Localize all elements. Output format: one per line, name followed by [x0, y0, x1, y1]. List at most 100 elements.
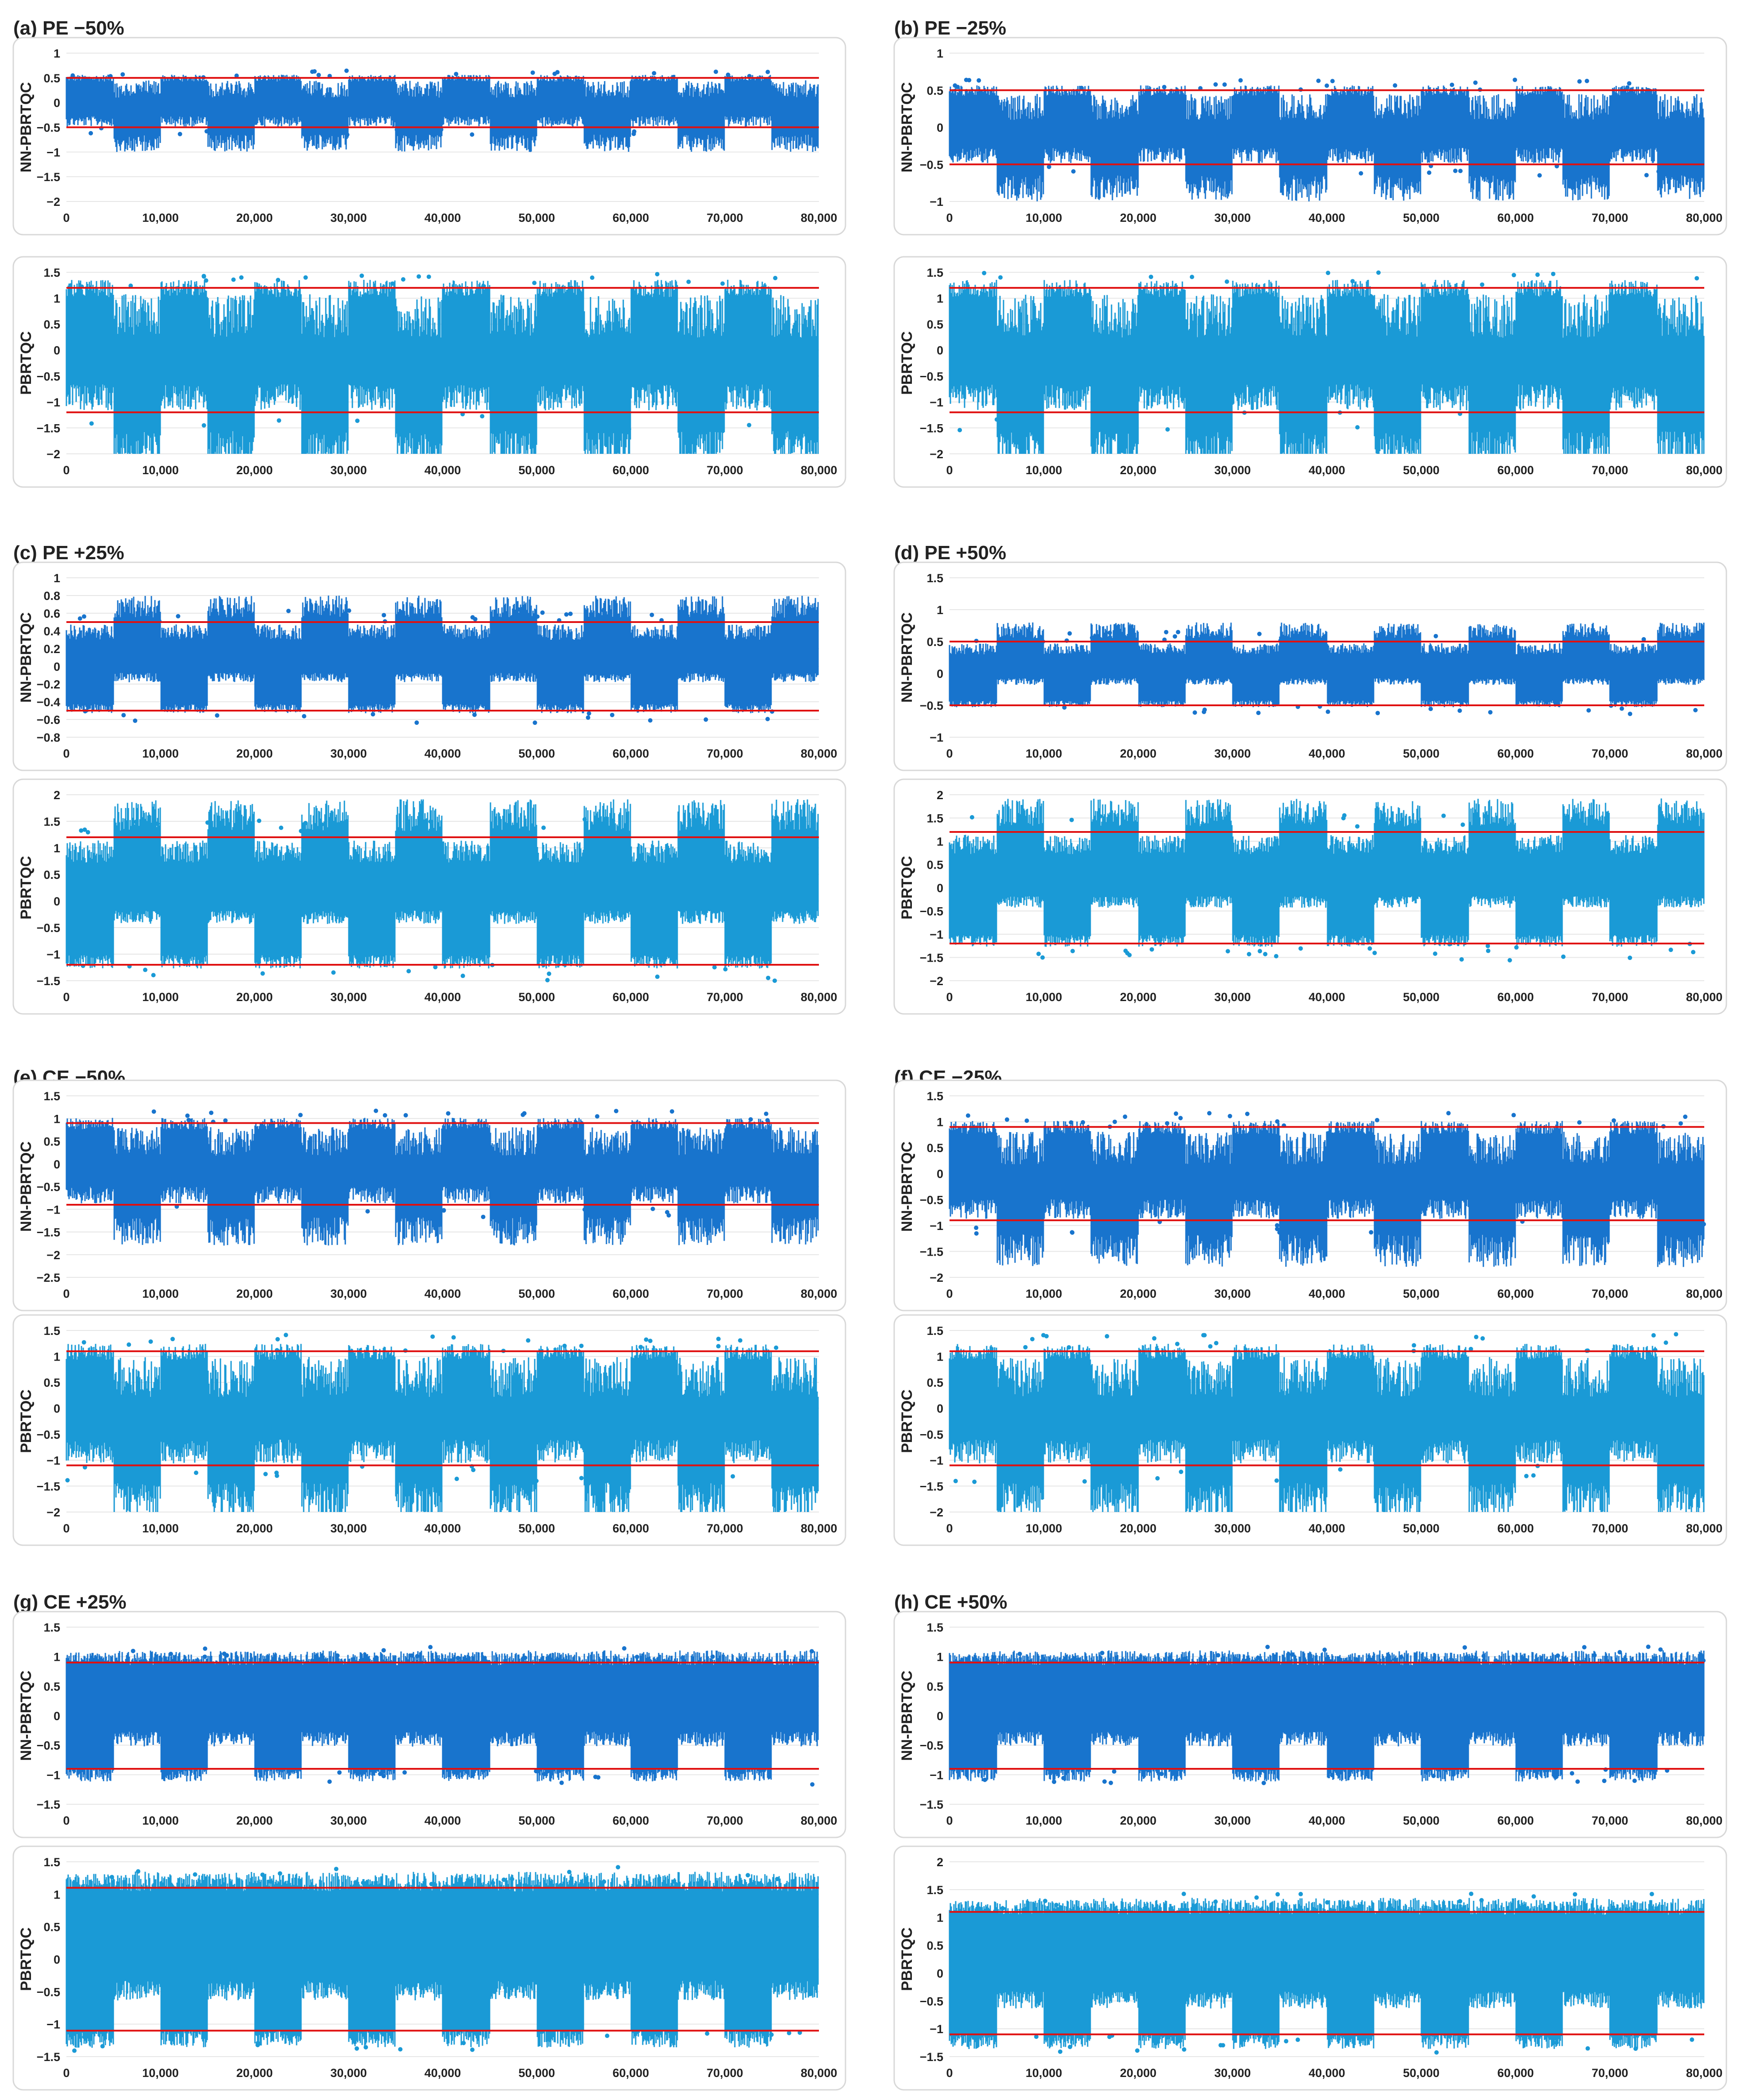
data-point	[1514, 945, 1519, 950]
x-tick-label: 50,000	[518, 990, 555, 1004]
y-tick-label: 0	[937, 882, 943, 895]
y-tick-label: 2	[937, 789, 943, 802]
y-axis-label: NN-PBRTQC	[899, 1671, 915, 1761]
x-tick-label: 80,000	[801, 1814, 838, 1827]
subplot-nn-1: 10.50−0.5−10 10,000 20,000 30,000 40,000 50,0…	[893, 37, 1727, 236]
y-tick-label: −0.5	[920, 158, 943, 171]
y-tick-label: −0.6	[37, 713, 60, 727]
data-point	[185, 1113, 190, 1118]
x-tick-label: 30,000	[1214, 990, 1251, 1004]
data-point	[430, 1334, 435, 1339]
x-tick-label: 50,000	[518, 1287, 555, 1300]
data-point	[1695, 276, 1699, 281]
x-tick-label: 70,000	[1592, 990, 1629, 1004]
x-tick-label: 50,000	[1403, 1522, 1440, 1535]
data-point	[1238, 78, 1243, 83]
y-tick-label: −1.5	[920, 1480, 943, 1493]
data-point	[1066, 1345, 1071, 1350]
data-point	[1295, 2037, 1300, 2042]
data-point	[1024, 1118, 1029, 1123]
y-axis-label: NN-PBRTQC	[899, 82, 915, 173]
data-point	[279, 825, 284, 830]
x-tick-label: 50,000	[1403, 747, 1440, 760]
data-point	[710, 1654, 715, 1659]
data-point	[1701, 1658, 1706, 1663]
y-tick-label: −2	[46, 1506, 60, 1519]
data-point	[1316, 78, 1321, 83]
data-point	[1644, 173, 1649, 178]
data-point	[275, 1337, 280, 1342]
data-point	[186, 1118, 191, 1122]
data-point	[1165, 1121, 1170, 1126]
data-series	[66, 74, 819, 152]
y-tick-label: 0	[54, 1709, 60, 1723]
data-point	[1040, 955, 1045, 960]
data-point	[303, 821, 308, 826]
data-point	[623, 1211, 628, 1216]
data-point	[1457, 708, 1462, 713]
data-point	[361, 1880, 366, 1885]
data-point	[982, 1777, 987, 1782]
y-tick-label: 0	[937, 121, 943, 135]
y-tick-label: 1	[54, 292, 60, 306]
x-tick-label: 50,000	[1403, 211, 1440, 224]
data-point	[564, 612, 569, 617]
data-point	[1181, 1891, 1186, 1896]
data-point	[610, 818, 615, 823]
data-point	[1324, 83, 1329, 88]
y-tick-label: 0	[937, 1402, 943, 1415]
data-point	[1062, 705, 1067, 710]
x-tick-label: 80,000	[801, 747, 838, 760]
data-point	[446, 1111, 451, 1116]
data-point	[964, 77, 969, 82]
data-point	[82, 827, 87, 832]
x-tick-label: 10,000	[142, 1287, 179, 1300]
y-tick-label: 1	[937, 292, 943, 306]
y-tick-label: 1	[937, 1350, 943, 1364]
data-point	[1225, 949, 1230, 954]
y-tick-label: −1	[930, 928, 943, 941]
data-point	[1289, 1229, 1294, 1234]
data-point	[774, 1345, 779, 1350]
data-point	[778, 1210, 783, 1214]
data-point	[579, 1343, 584, 1348]
data-point	[1224, 279, 1229, 284]
y-tick-label: 0.5	[926, 1141, 943, 1155]
data-point	[1030, 1337, 1035, 1342]
data-point	[622, 1646, 627, 1651]
y-tick-label: −2	[46, 448, 60, 461]
data-point	[1428, 707, 1433, 712]
data-point	[331, 970, 336, 975]
data-point	[277, 418, 282, 423]
data-point	[1359, 171, 1363, 176]
data-point	[1261, 1780, 1266, 1785]
y-tick-label: −0.2	[37, 678, 60, 691]
data-point	[616, 1865, 621, 1870]
x-tick-label: 40,000	[425, 211, 461, 224]
data-point	[1459, 957, 1464, 962]
x-tick-label: 70,000	[706, 1814, 743, 1827]
data-point	[1255, 1655, 1260, 1660]
data-point	[519, 1466, 524, 1470]
data-point	[1690, 2037, 1695, 2042]
data-point	[1036, 951, 1041, 956]
data-point	[1379, 1231, 1384, 1236]
y-tick-label: 1	[937, 1651, 943, 1664]
subplot-pb-5: 1.510.50−0.5−1−1.5−20 10,000 20,000 30,000 4…	[893, 1314, 1727, 1546]
data-point	[974, 1231, 979, 1236]
data-point	[680, 1207, 685, 1212]
x-tick-label: 80,000	[801, 990, 838, 1004]
x-tick-label: 30,000	[330, 990, 367, 1004]
data-point	[809, 1649, 814, 1654]
data-point	[1108, 1780, 1113, 1785]
y-tick-label: 2	[54, 789, 60, 802]
data-point	[1384, 1226, 1389, 1231]
data-point	[638, 1345, 643, 1350]
x-tick-label: 60,000	[613, 1522, 649, 1535]
data-point	[381, 1648, 386, 1653]
x-tick-label: 40,000	[1309, 464, 1345, 477]
data-point	[1150, 947, 1154, 952]
data-point	[1513, 77, 1517, 82]
y-tick-label: −1	[930, 1219, 943, 1233]
